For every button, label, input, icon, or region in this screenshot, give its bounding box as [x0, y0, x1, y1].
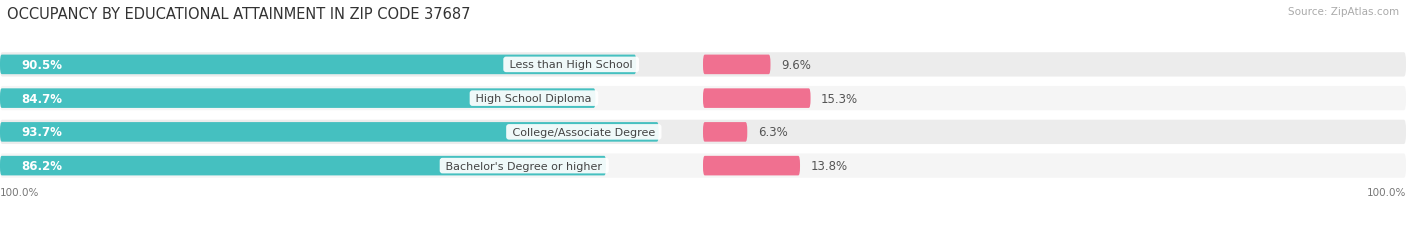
FancyBboxPatch shape [0, 89, 596, 108]
FancyBboxPatch shape [0, 87, 1406, 111]
FancyBboxPatch shape [0, 123, 658, 142]
Text: 93.7%: 93.7% [21, 126, 62, 139]
Text: 100.0%: 100.0% [1367, 187, 1406, 197]
FancyBboxPatch shape [703, 89, 810, 108]
FancyBboxPatch shape [0, 154, 1406, 178]
Text: OCCUPANCY BY EDUCATIONAL ATTAINMENT IN ZIP CODE 37687: OCCUPANCY BY EDUCATIONAL ATTAINMENT IN Z… [7, 7, 471, 22]
FancyBboxPatch shape [0, 55, 637, 75]
FancyBboxPatch shape [703, 156, 800, 176]
Text: 9.6%: 9.6% [782, 59, 811, 72]
FancyBboxPatch shape [0, 120, 1406, 144]
Text: 90.5%: 90.5% [21, 59, 62, 72]
Text: Bachelor's Degree or higher: Bachelor's Degree or higher [443, 161, 606, 171]
Text: Less than High School: Less than High School [506, 60, 637, 70]
Text: 84.7%: 84.7% [21, 92, 62, 105]
FancyBboxPatch shape [703, 55, 770, 75]
Text: 15.3%: 15.3% [821, 92, 858, 105]
FancyBboxPatch shape [0, 156, 606, 176]
Text: 13.8%: 13.8% [810, 159, 848, 172]
Text: High School Diploma: High School Diploma [472, 94, 596, 104]
Text: College/Associate Degree: College/Associate Degree [509, 127, 658, 137]
Text: Source: ZipAtlas.com: Source: ZipAtlas.com [1288, 7, 1399, 17]
Text: 86.2%: 86.2% [21, 159, 62, 172]
FancyBboxPatch shape [703, 123, 748, 142]
Text: 100.0%: 100.0% [0, 187, 39, 197]
FancyBboxPatch shape [0, 53, 1406, 77]
Text: 6.3%: 6.3% [758, 126, 787, 139]
